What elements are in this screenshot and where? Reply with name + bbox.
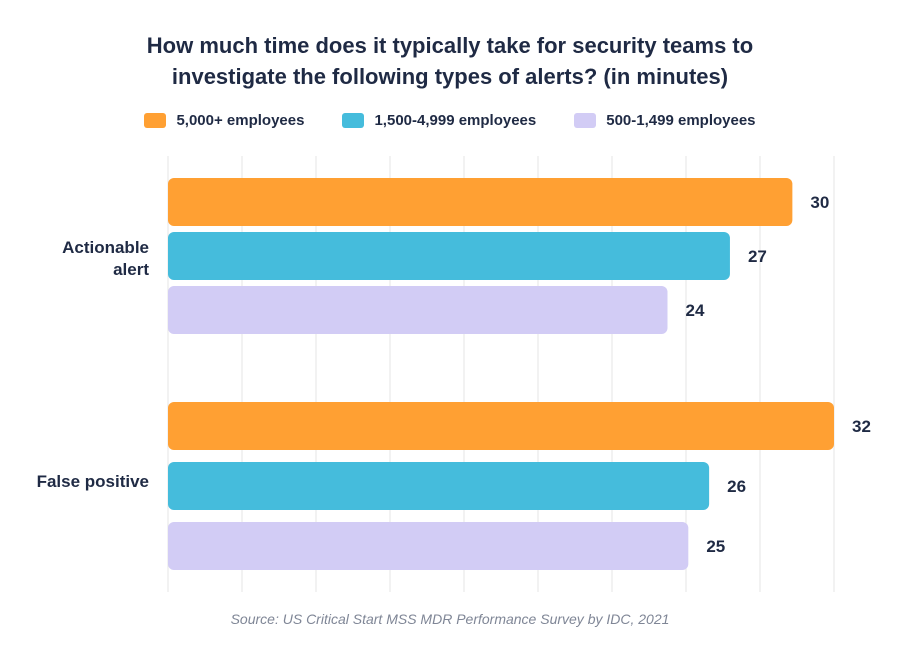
legend-item-5000-plus: 5,000+ employees <box>144 112 304 129</box>
bar-actionable-alert-1500-4999 <box>168 232 730 280</box>
legend-label-1500-4999: 1,500-4,999 employees <box>374 112 537 129</box>
legend-swatch-5000-plus <box>144 113 167 128</box>
chart-title-line-1: How much time does it typically take for… <box>146 33 754 58</box>
bar-actionable-alert-500-1499 <box>168 286 668 334</box>
bar-false-positive-1500-4999 <box>168 462 710 510</box>
category-label-actionable-alert-line-1: Actionable <box>62 238 149 257</box>
chart-title: How much time does it typically take for… <box>0 30 900 92</box>
legend-item-1500-4999: 1,500-4,999 employees <box>342 112 536 129</box>
data-label-false-positive-5000-plus: 32 <box>852 417 871 436</box>
bar-false-positive-500-1499 <box>168 522 689 570</box>
data-label-actionable-alert-500-1499: 24 <box>686 301 705 320</box>
data-label-false-positive-1500-4999: 26 <box>727 477 746 496</box>
bar-false-positive-5000-plus <box>168 402 834 450</box>
data-label-actionable-alert-1500-4999: 27 <box>748 247 767 266</box>
bar-actionable-alert-5000-plus <box>168 178 793 226</box>
legend-label-5000-plus: 5,000+ employees <box>176 112 305 129</box>
legend-item-500-1499: 500-1,499 employees <box>574 112 756 129</box>
data-label-false-positive-500-1499: 25 <box>706 537 725 556</box>
chart-title-line-2: investigate the following types of alert… <box>171 64 729 89</box>
source-note: Source: US Critical Start MSS MDR Perfor… <box>230 611 670 627</box>
legend-swatch-500-1499 <box>574 113 597 128</box>
legend-swatch-1500-4999 <box>342 113 365 128</box>
category-label-actionable-alert-line-2: alert <box>113 260 149 279</box>
legend-label-500-1499: 500-1,499 employees <box>606 112 756 129</box>
data-label-actionable-alert-5000-plus: 30 <box>810 193 829 212</box>
category-label-false-positive-line-1: False positive <box>37 472 149 491</box>
legend: 5,000+ employees 1,500-4,999 employees 5… <box>0 112 900 129</box>
